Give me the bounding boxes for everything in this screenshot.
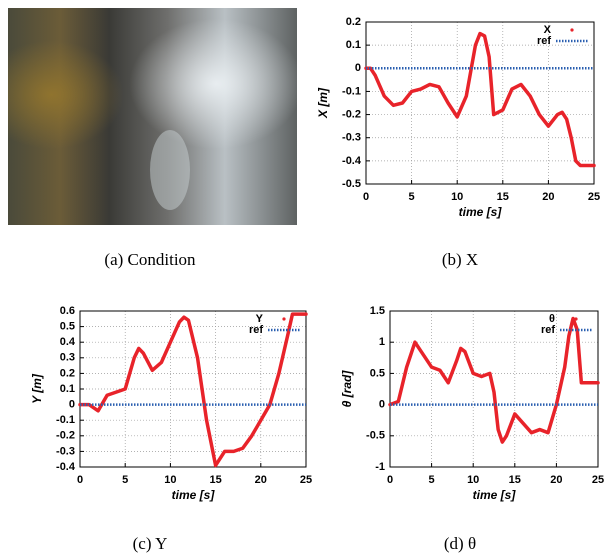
caption: (a) Condition	[104, 250, 196, 269]
y-tick-label: 0.2	[60, 367, 75, 379]
x-tick-label: 0	[77, 474, 83, 486]
legend-marker	[570, 28, 574, 32]
series-line	[388, 316, 600, 444]
y-tick-label: 1	[379, 336, 385, 348]
y-tick-label: 0.5	[370, 367, 385, 379]
y-tick-label: 0.1	[346, 39, 361, 51]
y-tick-label: -0.5	[366, 430, 385, 442]
plot-frame	[389, 310, 599, 468]
x-axis-label: time [s]	[172, 488, 216, 502]
y-tick-label: 0.2	[346, 16, 361, 28]
x-tick-label: 10	[451, 191, 463, 203]
caption: (c) Y	[133, 534, 168, 553]
x-tick-label: 10	[164, 474, 176, 486]
x-tick-label: 25	[588, 191, 600, 203]
x-tick-label: 0	[363, 191, 369, 203]
y-tick-label: 0.6	[60, 305, 75, 317]
x-tick-label: 25	[592, 474, 604, 486]
caption: (b) X	[442, 250, 478, 269]
legend-label: θ	[549, 313, 555, 325]
y-tick-label: -0.5	[342, 178, 361, 190]
legend-label: ref	[541, 324, 555, 336]
y-tick-label: -0.1	[56, 414, 75, 426]
series-line	[364, 31, 596, 168]
x-tick-label: 5	[409, 191, 415, 203]
y-tick-label: 0	[69, 399, 75, 411]
y-tick-label: 0.3	[60, 352, 75, 364]
y-tick-label: -0.3	[56, 445, 75, 457]
x-tick-label: 5	[122, 474, 128, 486]
y-tick-label: -0.1	[342, 85, 361, 97]
y-tick-label: -0.4	[342, 155, 362, 167]
x-tick-label: 20	[542, 191, 554, 203]
legend-marker	[282, 317, 286, 321]
y-axis-label: X [m]	[316, 87, 330, 119]
x-tick-label: 5	[429, 474, 435, 486]
series-line	[78, 312, 308, 468]
y-tick-label: 0.1	[60, 383, 75, 395]
y-tick-label: 0.5	[60, 321, 75, 333]
x-tick-label: 0	[387, 474, 393, 486]
y-tick-label: -1	[375, 461, 385, 473]
y-tick-label: 0	[355, 62, 361, 74]
y-tick-label: 1.5	[370, 305, 385, 317]
plot-frame	[365, 21, 595, 185]
y-tick-label: -0.3	[342, 132, 361, 144]
x-tick-label: 20	[255, 474, 267, 486]
x-axis-label: time [s]	[473, 488, 517, 502]
y-tick-label: 0	[379, 399, 385, 411]
x-tick-label: 20	[550, 474, 562, 486]
x-tick-label: 15	[209, 474, 221, 486]
photo	[8, 8, 297, 225]
legend-label: X	[544, 24, 552, 36]
y-axis-label: θ [rad]	[340, 370, 354, 408]
caption: (d) θ	[444, 534, 476, 553]
legend-label: ref	[537, 35, 551, 47]
y-tick-label: 0.4	[60, 336, 76, 348]
legend-label: ref	[249, 324, 263, 336]
y-tick-label: -0.2	[56, 430, 75, 442]
y-axis-label: Y [m]	[30, 373, 44, 404]
legend-marker	[574, 317, 578, 321]
x-tick-label: 15	[497, 191, 509, 203]
x-tick-label: 10	[467, 474, 479, 486]
y-tick-label: -0.4	[56, 461, 76, 473]
x-tick-label: 25	[300, 474, 312, 486]
legend-label: Y	[256, 313, 264, 325]
x-tick-label: 15	[509, 474, 521, 486]
y-tick-label: -0.2	[342, 108, 361, 120]
x-axis-label: time [s]	[459, 205, 503, 219]
plot-frame	[79, 310, 307, 468]
